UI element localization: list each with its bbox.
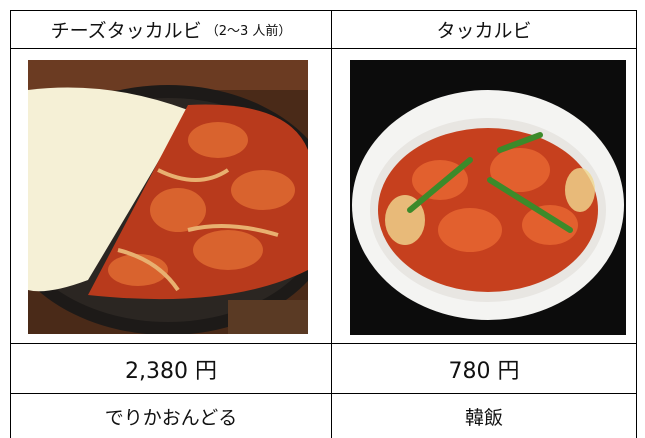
price: 780 円 bbox=[448, 358, 520, 384]
table-border bbox=[331, 10, 332, 438]
table-border bbox=[10, 48, 637, 49]
table-border bbox=[10, 343, 637, 344]
header-cell: チーズタッカルビ （2～3 人前） bbox=[11, 11, 331, 48]
header-cell: タッカルビ bbox=[332, 11, 636, 48]
dish-photo bbox=[28, 60, 308, 334]
shop-name: でりかおんどる bbox=[104, 406, 238, 429]
dish-note: （2～3 人前） bbox=[205, 24, 292, 39]
price: 2,380 円 bbox=[125, 358, 217, 384]
table-border bbox=[10, 10, 637, 11]
table-border bbox=[10, 10, 11, 438]
shop-name: 韓飯 bbox=[464, 406, 503, 429]
dish-name: チーズタッカルビ bbox=[50, 20, 202, 42]
table-border bbox=[636, 10, 637, 438]
table-border bbox=[10, 393, 637, 394]
dish-name: タッカルビ bbox=[436, 20, 532, 42]
dish-photo bbox=[350, 60, 626, 335]
